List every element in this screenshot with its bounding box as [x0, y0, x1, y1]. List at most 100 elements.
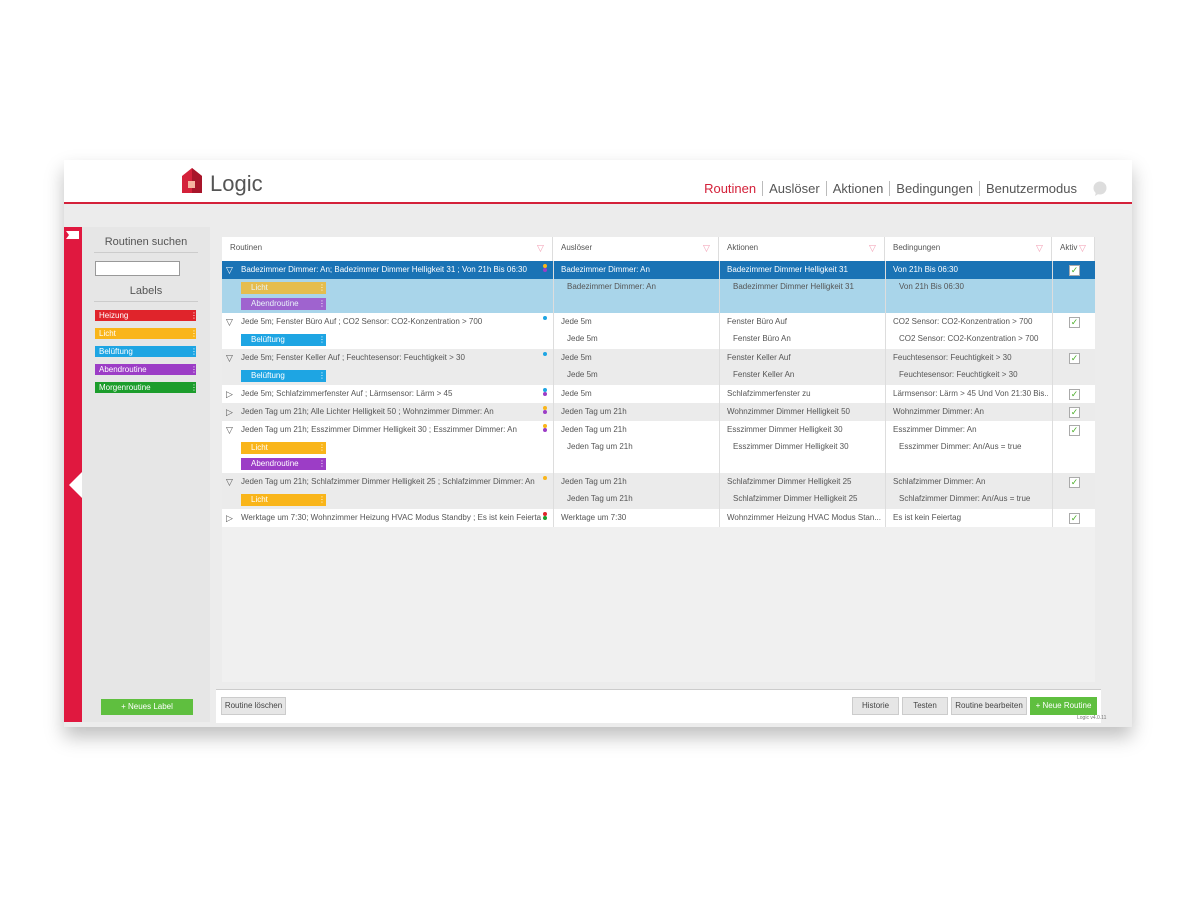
- trigger-text: Jede 5m: [561, 317, 592, 326]
- label-chip[interactable]: Abendroutine: [95, 364, 196, 375]
- label-dot: [543, 516, 547, 520]
- label-dot: [543, 316, 547, 320]
- table-row[interactable]: [222, 385, 1095, 403]
- label-menu[interactable]: ⋮: [190, 383, 198, 392]
- column-title: Bedingungen: [893, 243, 941, 252]
- label-menu: ⋮: [318, 495, 326, 504]
- edit-button[interactable]: Routine bearbeiten: [951, 697, 1027, 715]
- nav-tab[interactable]: Bedingungen: [889, 181, 979, 196]
- trigger-text: Badezimmer Dimmer: An: [561, 265, 650, 274]
- trigger-detail: Jede 5m: [567, 334, 598, 343]
- delete-button[interactable]: Routine löschen: [221, 697, 286, 715]
- cell-divider: [553, 473, 554, 509]
- row-label[interactable]: Licht: [241, 494, 326, 506]
- label-menu[interactable]: ⋮: [190, 329, 198, 338]
- history-button[interactable]: Historie: [852, 697, 899, 715]
- cell-divider: [1052, 385, 1053, 403]
- test-button[interactable]: Testen: [902, 697, 948, 715]
- cell-divider: [885, 403, 886, 421]
- trigger-text: Jeden Tag um 21h: [561, 425, 627, 434]
- cell-divider: [1052, 473, 1053, 509]
- label-menu[interactable]: ⋮: [190, 347, 198, 356]
- sidebar-strip: [64, 227, 82, 722]
- filter-icon[interactable]: ▽: [869, 243, 876, 253]
- cell-divider: [719, 421, 720, 473]
- filter-icon[interactable]: ▽: [1036, 243, 1043, 253]
- new-routine-button[interactable]: + Neue Routine: [1030, 697, 1097, 715]
- nav-tab[interactable]: Auslöser: [762, 181, 826, 196]
- condition-text: Esszimmer Dimmer: An: [893, 425, 977, 434]
- label-dot: [543, 512, 547, 516]
- active-checkbox[interactable]: ✓: [1069, 317, 1080, 328]
- label-chip[interactable]: Morgenroutine: [95, 382, 196, 393]
- label-menu[interactable]: ⋮: [190, 365, 198, 374]
- row-label[interactable]: Abendroutine: [241, 458, 326, 470]
- active-checkbox[interactable]: ✓: [1069, 265, 1080, 276]
- logo-icon: [182, 168, 202, 193]
- trigger-text: Jeden Tag um 21h: [561, 477, 627, 486]
- column-title: Auslöser: [561, 243, 593, 252]
- routine-name: Jeden Tag um 21h; Schlafzimmer Dimmer He…: [241, 477, 535, 486]
- expand-toggle[interactable]: ▷: [226, 407, 233, 417]
- cell-divider: [885, 385, 886, 403]
- cell-divider: [1052, 313, 1053, 349]
- expand-toggle[interactable]: ▷: [226, 389, 233, 399]
- collapse-arrow[interactable]: [68, 472, 82, 498]
- row-label[interactable]: Licht: [241, 442, 326, 454]
- nav-tab[interactable]: Routinen: [704, 181, 757, 196]
- expand-toggle[interactable]: ▽: [226, 317, 233, 327]
- label-chip[interactable]: Belüftung: [95, 346, 196, 357]
- labels-title: Labels: [94, 285, 198, 302]
- cell-divider: [885, 421, 886, 473]
- condition-text: Schlafzimmer Dimmer: An: [893, 477, 986, 486]
- table-row[interactable]: [222, 403, 1095, 421]
- filter-icon[interactable]: ▽: [537, 243, 544, 253]
- active-checkbox[interactable]: ✓: [1069, 353, 1080, 364]
- table-row[interactable]: [222, 421, 1095, 473]
- active-checkbox[interactable]: ✓: [1069, 425, 1080, 436]
- cell-divider: [719, 349, 720, 385]
- search-input[interactable]: [95, 261, 180, 276]
- header-rule: [64, 202, 1132, 204]
- condition-detail: Esszimmer Dimmer: An/Aus = true: [899, 442, 1022, 451]
- label-chip[interactable]: Heizung: [95, 310, 196, 321]
- table-row[interactable]: [222, 313, 1095, 349]
- action-text: Wohnzimmer Dimmer Helligkeit 50: [727, 407, 850, 416]
- row-label[interactable]: Belüftung: [241, 370, 326, 382]
- table-row[interactable]: [222, 473, 1095, 509]
- table-row[interactable]: [222, 509, 1095, 527]
- expand-toggle[interactable]: ▽: [226, 425, 233, 435]
- tag-icon[interactable]: [66, 231, 80, 240]
- app-title: Logic: [210, 171, 263, 196]
- routine-name: Jede 5m; Fenster Keller Auf ; Feuchtesen…: [241, 353, 465, 362]
- table-row[interactable]: [222, 349, 1095, 385]
- action-detail: Schlafzimmer Dimmer Helligkeit 25: [733, 494, 858, 503]
- expand-toggle[interactable]: ▽: [226, 477, 233, 487]
- routine-name: Jede 5m; Schlafzimmerfenster Auf ; Lärms…: [241, 389, 453, 398]
- filter-icon[interactable]: ▽: [703, 243, 710, 253]
- active-checkbox[interactable]: ✓: [1069, 513, 1080, 524]
- active-checkbox[interactable]: ✓: [1069, 389, 1080, 400]
- column-header: [553, 237, 719, 261]
- active-checkbox[interactable]: ✓: [1069, 477, 1080, 488]
- nav-tab[interactable]: Benutzermodus: [978, 181, 1083, 196]
- active-checkbox[interactable]: ✓: [1069, 407, 1080, 418]
- row-label[interactable]: Belüftung: [241, 334, 326, 346]
- action-text: Esszimmer Dimmer Helligkeit 30: [727, 425, 843, 434]
- label-chip[interactable]: Licht: [95, 328, 196, 339]
- expand-toggle[interactable]: ▷: [226, 513, 233, 523]
- row-label[interactable]: Licht: [241, 282, 326, 294]
- cell-divider: [553, 421, 554, 473]
- filter-icon[interactable]: ▽: [1079, 243, 1086, 253]
- new-label-button[interactable]: + Neues Label: [101, 699, 193, 715]
- row-label[interactable]: Abendroutine: [241, 298, 326, 310]
- expand-toggle[interactable]: ▽: [226, 265, 233, 275]
- expand-toggle[interactable]: ▽: [226, 353, 233, 363]
- chat-icon[interactable]: [1092, 181, 1108, 197]
- nav-tab[interactable]: Aktionen: [825, 181, 890, 196]
- label-menu[interactable]: ⋮: [190, 311, 198, 320]
- action-detail: Fenster Keller An: [733, 370, 795, 379]
- condition-detail: CO2 Sensor: CO2-Konzentration > 700: [899, 334, 1039, 343]
- action-text: Schlafzimmer Dimmer Helligkeit 25: [727, 477, 852, 486]
